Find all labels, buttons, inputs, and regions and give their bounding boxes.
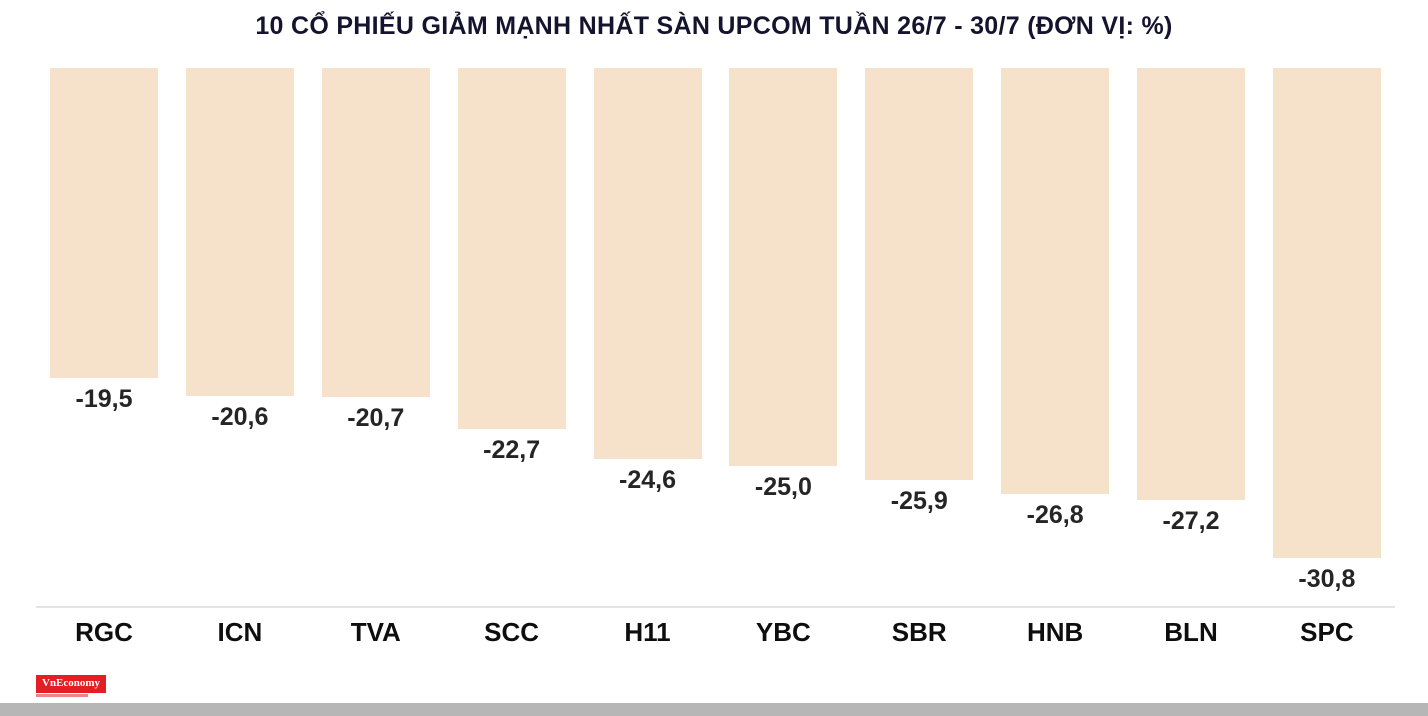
bar-column-HNB: -26,8 bbox=[1001, 68, 1110, 530]
value-label-TVA: -20,7 bbox=[347, 404, 405, 432]
category-label-YBC: YBC bbox=[755, 617, 811, 647]
bar-SCC bbox=[457, 68, 566, 429]
value-label-SPC: -30,8 bbox=[1298, 565, 1356, 593]
value-label-RGC: -19,5 bbox=[75, 385, 133, 413]
bar-column-RGC: -19,5 bbox=[50, 68, 158, 414]
bar-column-BLN: -27,2 bbox=[1137, 68, 1245, 536]
value-label-SCC: -22,7 bbox=[483, 436, 541, 464]
category-label-H11: H11 bbox=[624, 617, 671, 647]
bar-column-YBC: -25,0 bbox=[729, 68, 838, 502]
bar-SBR bbox=[865, 68, 974, 480]
bar-BLN bbox=[1137, 68, 1245, 500]
bar-column-ICN: -20,6 bbox=[185, 68, 294, 432]
category-label-TVA: TVA bbox=[350, 617, 401, 647]
bar-column-SCC: -22,7 bbox=[457, 68, 566, 465]
value-label-HNB: -26,8 bbox=[1026, 501, 1084, 529]
bar-column-TVA: -20,7 bbox=[321, 68, 430, 433]
category-label-HNB: HNB bbox=[1026, 617, 1084, 647]
vneconomy-logo: VnEconomy bbox=[36, 673, 107, 697]
vneconomy-logo-tagline bbox=[36, 694, 88, 697]
category-label-BLN: BLN bbox=[1164, 617, 1218, 647]
bar-column-H11: -24,6 bbox=[593, 68, 702, 495]
value-label-H11: -24,6 bbox=[619, 466, 676, 494]
bar-HNB bbox=[1001, 68, 1110, 494]
value-label-BLN: -27,2 bbox=[1162, 507, 1220, 535]
footer-bar bbox=[0, 703, 1428, 716]
bar-TVA bbox=[321, 68, 430, 397]
bar-RGC bbox=[50, 68, 158, 378]
bar-ICN bbox=[185, 68, 294, 396]
bar-column-SBR: -25,9 bbox=[865, 68, 974, 516]
category-label-RGC: RGC bbox=[75, 617, 133, 647]
category-label-ICN: ICN bbox=[217, 617, 263, 647]
categories-row: RGC ICN TVA SCC H11 YBC SBR HNB BLN SPC bbox=[36, 617, 1395, 648]
bar-column-SPC: -30,8 bbox=[1272, 68, 1381, 594]
bar-SPC bbox=[1272, 68, 1381, 558]
category-label-SCC: SCC bbox=[484, 617, 540, 647]
category-label-SPC: SPC bbox=[1300, 617, 1354, 647]
category-label-SBR: SBR bbox=[891, 617, 947, 647]
bars-row: -19,5 -20,6 -20,7 -22,7 -24,6 -25,0 -25,9 -26,8… bbox=[36, 68, 1395, 608]
value-label-SBR: -25,9 bbox=[890, 487, 948, 515]
vneconomy-logo-text: VnEconomy bbox=[36, 675, 107, 693]
bar-H11 bbox=[593, 68, 702, 459]
value-label-ICN: -20,6 bbox=[211, 403, 269, 431]
bar-YBC bbox=[729, 68, 838, 466]
chart-title: 10 CỔ PHIẾU GIẢM MẠNH NHẤT SÀN UPCOM TUẦ… bbox=[255, 12, 1173, 40]
value-label-YBC: -25,0 bbox=[754, 473, 812, 501]
